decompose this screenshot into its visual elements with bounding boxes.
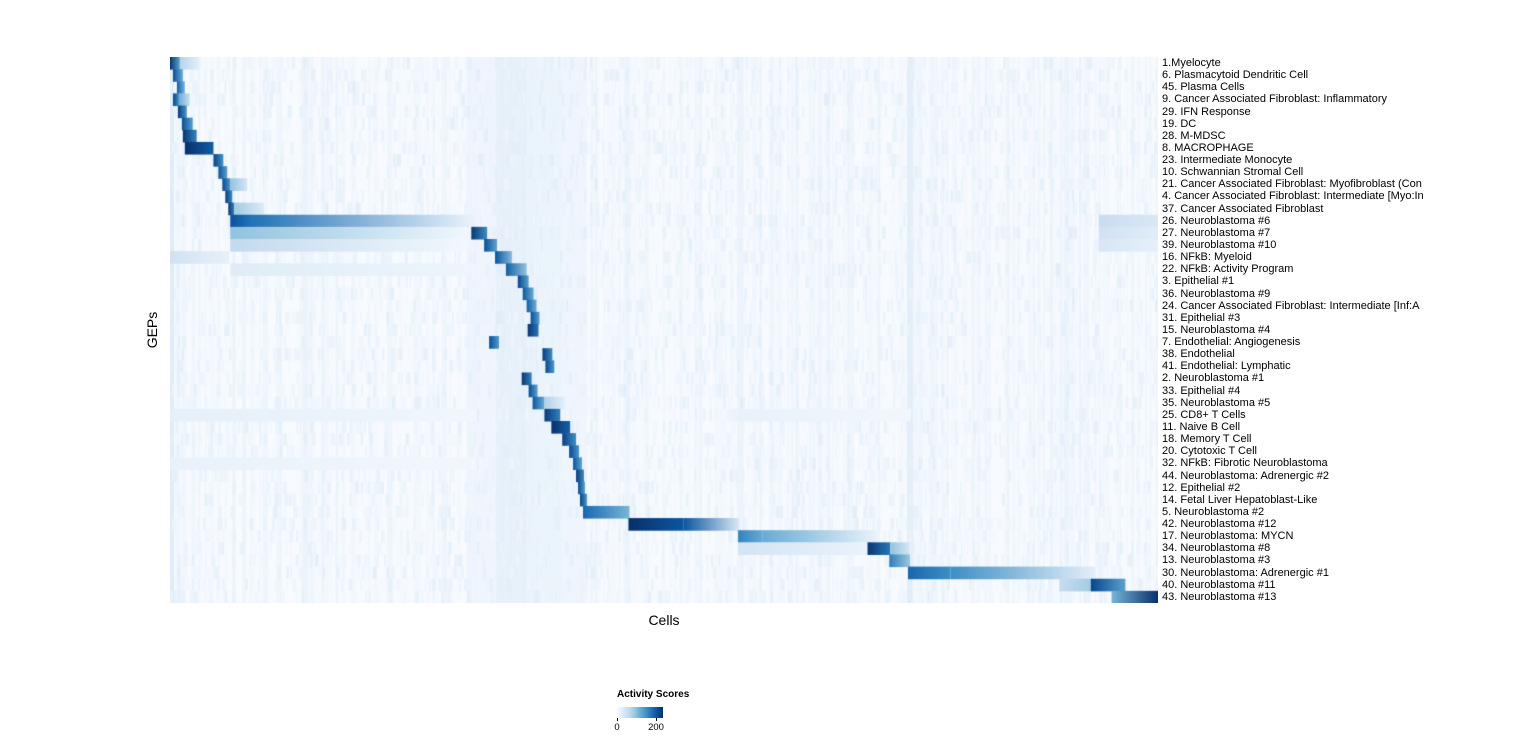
legend-title: Activity Scores: [617, 689, 690, 700]
row-label: 38. Endothelial: [1162, 348, 1235, 361]
row-label: 6. Plasmacytoid Dendritic Cell: [1162, 69, 1309, 82]
row-label: 14. Fetal Liver Hepatoblast-Like: [1162, 493, 1318, 506]
row-label: 28. M-MDSC: [1162, 129, 1226, 142]
legend-tick-label-min: 0: [614, 722, 620, 733]
row-label: 10. Schwannian Stromal Cell: [1162, 166, 1304, 179]
row-label: 9. Cancer Associated Fibroblast: Inflamm…: [1162, 93, 1387, 106]
row-label: 17. Neuroblastoma: MYCN: [1162, 530, 1294, 543]
row-label: 27. Neuroblastoma #7: [1162, 226, 1271, 239]
row-label: 30. Neuroblastoma: Adrenergic #1: [1162, 566, 1329, 579]
row-label: 11. Naive B Cell: [1162, 421, 1241, 433]
legend-tick-min: [617, 718, 618, 721]
row-label: 36. Neuroblastoma #9: [1162, 287, 1271, 300]
row-label: 15. Neuroblastoma #4: [1162, 323, 1271, 336]
legend-gradient-bar: [617, 707, 663, 718]
row-label: 13. Neuroblastoma #3: [1162, 554, 1271, 567]
row-label: 23. Intermediate Monocyte: [1162, 154, 1293, 167]
row-label: 20. Cytotoxic T Cell: [1162, 445, 1257, 458]
row-label: 3. Epithelial #1: [1162, 275, 1235, 288]
row-label: 42. Neuroblastoma #12: [1162, 518, 1277, 531]
row-label: 2. Neuroblastoma #1: [1162, 372, 1265, 385]
legend-tick-label-max: 200: [648, 722, 664, 733]
row-label: 41. Endothelial: Lymphatic: [1162, 360, 1291, 373]
row-label: 26. Neuroblastoma #6: [1162, 214, 1271, 227]
row-label: 32. NFkB: Fibrotic Neuroblastoma: [1162, 457, 1328, 470]
row-label: 37. Cancer Associated Fibroblast: [1162, 202, 1324, 215]
legend-tick-max: [656, 718, 657, 721]
row-label: 44. Neuroblastoma: Adrenergic #2: [1162, 469, 1329, 482]
row-label: 24. Cancer Associated Fibroblast: Interm…: [1162, 299, 1420, 312]
row-label: 31. Epithelial #3: [1162, 311, 1241, 324]
heatmap-canvas: [170, 57, 1158, 603]
row-label: 43. Neuroblastoma #13: [1162, 590, 1277, 603]
row-label: 1.Myelocyte: [1162, 57, 1221, 69]
legend: Activity Scores 0 200: [614, 689, 747, 739]
row-label: 45. Plasma Cells: [1162, 81, 1245, 94]
row-label: 7. Endothelial: Angiogenesis: [1162, 336, 1301, 349]
y-axis-label: GEPs: [144, 311, 160, 349]
row-label: 40. Neuroblastoma #11: [1162, 578, 1276, 591]
row-label: 12. Epithelial #2: [1162, 481, 1241, 494]
row-label: 22. NFkB: Activity Program: [1162, 263, 1294, 276]
row-label: 18. Memory T Cell: [1162, 433, 1252, 446]
row-label: 33. Epithelial #4: [1162, 384, 1241, 397]
row-label: 5. Neuroblastoma #2: [1162, 505, 1265, 518]
row-label: 16. NFkB: Myeloid: [1162, 251, 1252, 264]
row-label: 35. Neuroblastoma #5: [1162, 396, 1271, 409]
row-label: 34. Neuroblastoma #8: [1162, 542, 1271, 555]
gep-row-labels: 1.Myelocyte 6. Plasmacytoid Dendritic Cel…: [1162, 57, 1540, 603]
x-axis-label: Cells: [648, 612, 680, 628]
row-label: 29. IFN Response: [1162, 105, 1251, 118]
row-label: 25. CD8+ T Cells: [1162, 408, 1246, 421]
row-label: 19. DC: [1162, 117, 1197, 130]
row-label: 21. Cancer Associated Fibroblast: Myofib…: [1162, 178, 1422, 191]
row-label: 8. MACROPHAGE: [1162, 141, 1254, 154]
row-label: 4. Cancer Associated Fibroblast: Interme…: [1162, 190, 1424, 203]
row-label: 39. Neuroblastoma #10: [1162, 239, 1277, 251]
